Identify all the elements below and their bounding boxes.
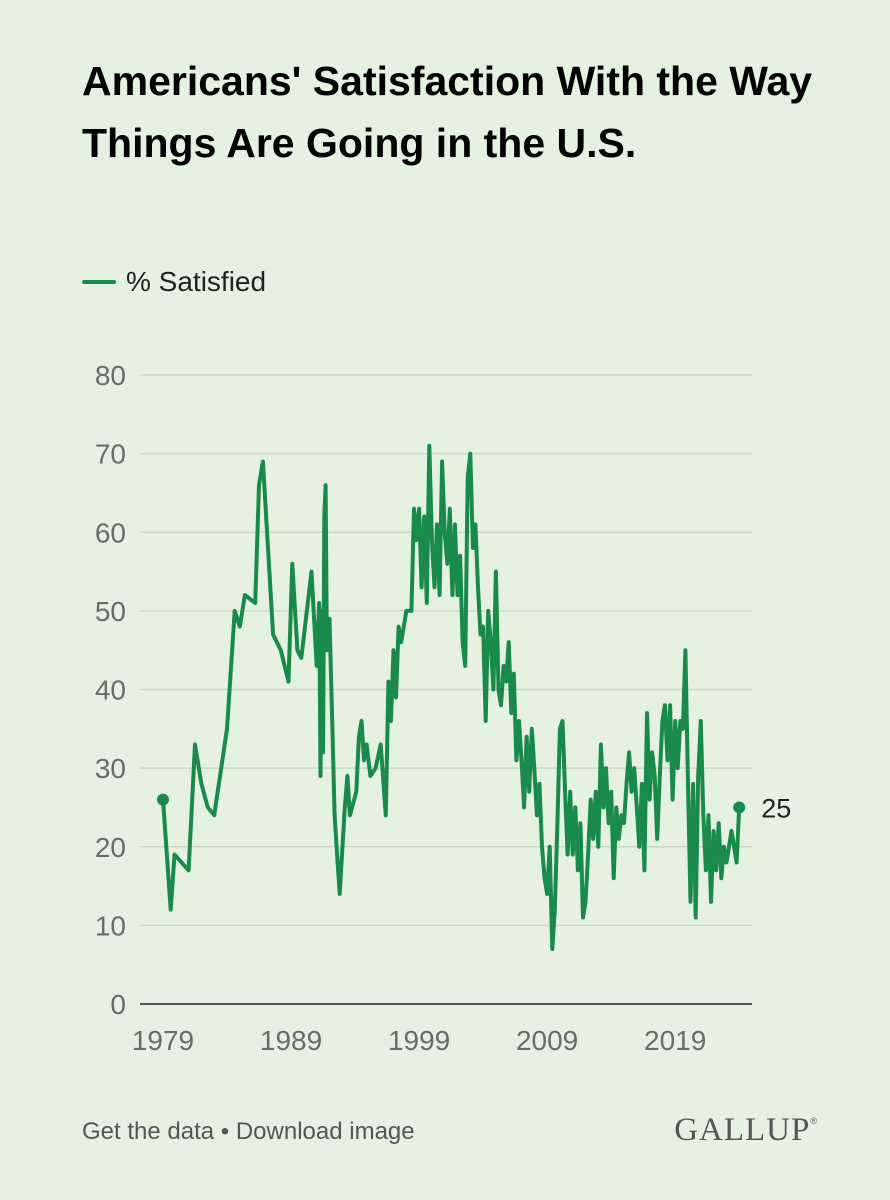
- x-axis-ticks: 1979 1989 1999 2009 2019: [132, 1025, 706, 1056]
- x-tick-label: 2019: [644, 1025, 706, 1056]
- get-data-link[interactable]: Get the data: [82, 1118, 215, 1145]
- gridlines: [140, 374, 752, 1005]
- markers: 25: [157, 793, 791, 823]
- footer-links: Get the data • Download image: [82, 1118, 415, 1146]
- y-tick-label: 50: [95, 596, 126, 627]
- registered-mark: ®: [810, 1116, 818, 1126]
- y-tick-label: 60: [95, 517, 126, 548]
- end-point-marker: [733, 801, 746, 814]
- gallup-logo: GALLUP®: [674, 1112, 818, 1149]
- end-value-label: 25: [761, 793, 791, 823]
- legend-label: % Satisfied: [126, 266, 267, 297]
- series-line-satisfied: [161, 443, 742, 951]
- x-tick-label: 1999: [388, 1025, 450, 1056]
- legend-swatch: [82, 280, 116, 284]
- x-tick-label: 2009: [516, 1025, 578, 1056]
- y-tick-label: 20: [95, 832, 126, 863]
- y-tick-label: 10: [95, 910, 126, 941]
- y-tick-label: 70: [95, 439, 126, 470]
- start-point-marker: [157, 793, 169, 806]
- y-tick-label: 0: [110, 989, 126, 1020]
- y-tick-label: 80: [95, 360, 126, 391]
- x-tick-label: 1979: [132, 1025, 194, 1056]
- legend: % Satisfied: [82, 266, 266, 298]
- y-tick-label: 40: [95, 675, 126, 706]
- download-image-link[interactable]: Download image: [235, 1118, 415, 1145]
- chart-title: Americans' Satisfaction With the Way Thi…: [82, 58, 813, 166]
- y-axis-ticks: 0 10 20 30 40 50 60 70 80: [95, 360, 126, 1020]
- brand-name: GALLUP: [674, 1112, 811, 1148]
- series-layer: [161, 443, 742, 951]
- separator-dot: •: [220, 1118, 230, 1145]
- y-tick-label: 30: [95, 753, 126, 784]
- x-tick-label: 1989: [260, 1025, 322, 1056]
